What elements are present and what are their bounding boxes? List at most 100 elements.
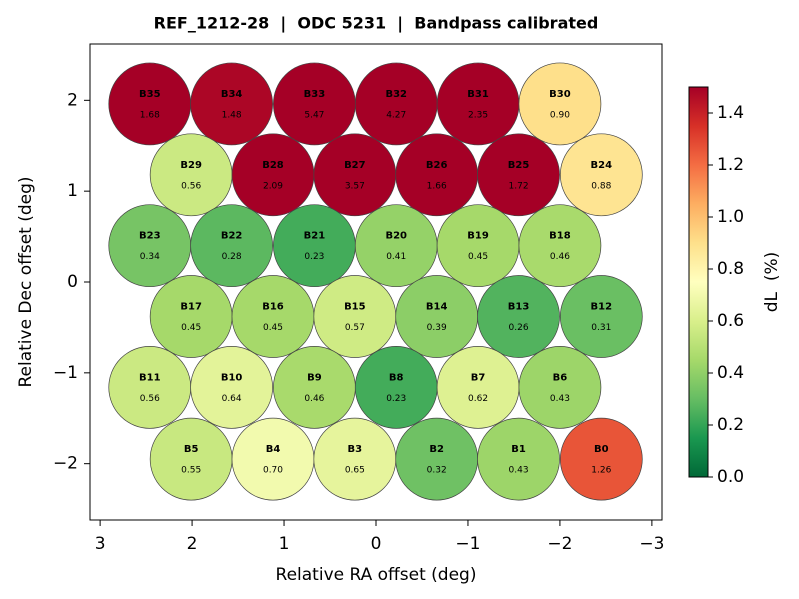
- beam-value: 0.31: [591, 323, 611, 333]
- beam: [559, 133, 643, 217]
- beam-name: B7: [471, 372, 486, 383]
- x-tick-label: 1: [279, 534, 290, 554]
- chart-title: REF_1212-28 | ODC 5231 | Bandpass calibr…: [154, 14, 599, 34]
- beam-name: B6: [553, 372, 568, 383]
- beam-value: 1.48: [222, 110, 242, 120]
- beam: [108, 62, 192, 146]
- beam-name: B5: [184, 444, 199, 455]
- beam-value: 0.70: [263, 466, 283, 476]
- beam-value: 0.57: [345, 323, 365, 333]
- beam-value: 0.64: [222, 394, 242, 404]
- beam-value: 0.43: [550, 394, 570, 404]
- beam-name: B13: [508, 302, 530, 313]
- colorbar-tick-label: 1.4: [717, 103, 744, 123]
- beam-name: B23: [139, 231, 161, 242]
- beam-name: B2: [429, 444, 444, 455]
- beam-value: 0.56: [181, 181, 201, 191]
- colorbar-tick-label: 0.4: [717, 363, 744, 383]
- beam-value: 0.45: [468, 252, 488, 262]
- beam-value: 0.55: [181, 466, 201, 476]
- beam-name: B15: [344, 302, 366, 313]
- beam-value: 0.43: [509, 466, 529, 476]
- x-tick-label: 2: [187, 534, 198, 554]
- beam-value: 0.32: [427, 466, 447, 476]
- beam-name: B21: [304, 231, 326, 242]
- beam: [190, 204, 273, 288]
- beam: [108, 204, 192, 288]
- x-tick-label: −2: [547, 534, 572, 554]
- beam: [108, 346, 192, 429]
- x-axis-label: Relative RA offset (deg): [276, 565, 477, 585]
- beam-name: B9: [307, 372, 322, 383]
- beam-name: B30: [549, 89, 571, 100]
- beam-value: 1.26: [591, 466, 611, 476]
- beam-name: B22: [221, 231, 243, 242]
- beam: [231, 275, 315, 358]
- beam-value: 1.72: [509, 181, 529, 191]
- beam: [149, 133, 233, 217]
- beam: [436, 346, 520, 429]
- colorbar-tick-label: 0.2: [717, 415, 744, 435]
- beam-value: 2.09: [263, 181, 283, 191]
- beam-value: 0.90: [550, 110, 570, 120]
- beam: [354, 204, 438, 288]
- colorbar-tick-label: 0.0: [717, 467, 744, 487]
- beam-value: 0.46: [550, 252, 570, 262]
- x-tick-label: −3: [639, 534, 664, 554]
- colorbar-tick-label: 0.8: [717, 259, 744, 279]
- beam: [273, 204, 356, 288]
- beam-name: B12: [591, 302, 613, 313]
- beam: [354, 346, 438, 429]
- y-axis-label: Relative Dec offset (deg): [16, 176, 36, 387]
- beam-value: 0.39: [427, 323, 447, 333]
- beam-value: 4.27: [386, 110, 406, 120]
- beam-name: B14: [426, 302, 448, 313]
- beam-name: B3: [348, 444, 363, 455]
- colorbar-label: dL (%): [762, 252, 782, 313]
- beam-name: B19: [467, 231, 489, 242]
- beam: [190, 346, 273, 429]
- beam-name: B27: [344, 160, 366, 171]
- beam-value: 0.26: [509, 323, 529, 333]
- beam: [395, 417, 479, 501]
- beam-value: 1.68: [140, 110, 160, 120]
- beam-value: 1.66: [427, 181, 447, 191]
- beam-name: B34: [221, 89, 243, 100]
- beam: [354, 62, 438, 146]
- beam-value: 0.34: [140, 252, 160, 262]
- y-tick-label: −2: [53, 454, 78, 474]
- beam-value: 0.28: [222, 252, 242, 262]
- beam: [518, 346, 602, 429]
- beam-name: B4: [266, 444, 281, 455]
- beam-value: 0.46: [304, 394, 324, 404]
- beam-value: 0.65: [345, 466, 365, 476]
- beam-name: B25: [508, 160, 530, 171]
- beam: [559, 417, 643, 501]
- x-tick-label: 0: [371, 534, 382, 554]
- beam: [477, 133, 560, 217]
- beam-name: B18: [549, 231, 571, 242]
- beam: [149, 275, 233, 358]
- beam: [477, 417, 560, 501]
- x-tick-label: −1: [455, 534, 480, 554]
- beam-value: 3.57: [345, 181, 365, 191]
- beam-value: 0.56: [140, 394, 160, 404]
- colorbar-tick-label: 1.2: [717, 155, 744, 175]
- beam-name: B11: [139, 372, 161, 383]
- beam-value: 0.45: [181, 323, 201, 333]
- beam-name: B29: [180, 160, 202, 171]
- y-tick-label: 2: [67, 90, 78, 110]
- beam-name: B28: [262, 160, 284, 171]
- y-tick-label: 1: [67, 181, 78, 201]
- beam-name: B20: [385, 231, 407, 242]
- beam-value: 0.45: [263, 323, 283, 333]
- beam: [231, 133, 315, 217]
- beam: [518, 204, 602, 288]
- beam-value: 0.62: [468, 394, 488, 404]
- beam-name: B24: [591, 160, 613, 171]
- beam-name: B33: [304, 89, 326, 100]
- colorbar-tick-label: 1.0: [717, 207, 744, 227]
- beam: [313, 417, 397, 501]
- beam: [395, 133, 479, 217]
- beam: [190, 62, 273, 146]
